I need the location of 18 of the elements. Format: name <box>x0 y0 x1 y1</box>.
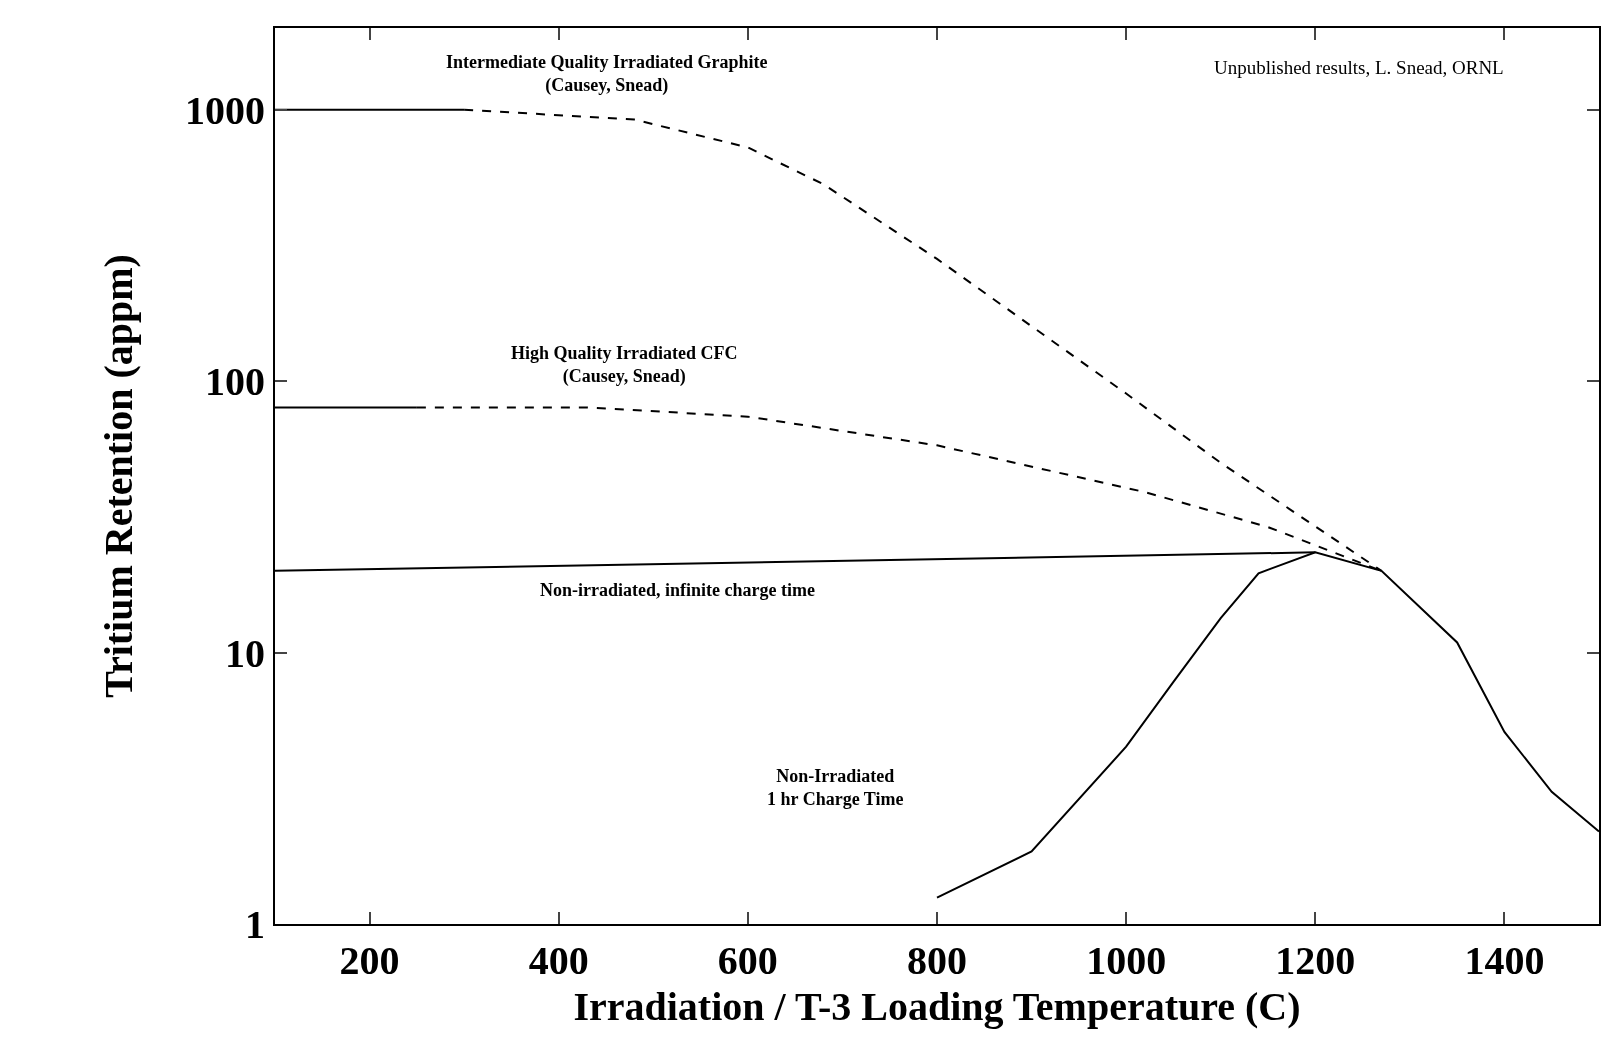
x-tick-label: 200 <box>339 938 400 983</box>
x-tick-label: 1400 <box>1464 938 1545 983</box>
y-tick-label: 1000 <box>185 87 265 133</box>
annotation: Intermediate Quality Irradiated Graphite (Causey, Snead) <box>446 52 768 97</box>
x-axis-title: Irradiation / T-3 Loading Temperature (C) <box>573 984 1301 1029</box>
y-tick-label: 100 <box>205 359 265 405</box>
x-tick-label: 1200 <box>1275 938 1356 983</box>
annotation: Non-Irradiated 1 hr Charge Time <box>767 766 904 810</box>
y-tick-label: 1 <box>245 902 265 947</box>
y-tick-label: 10 <box>225 630 265 676</box>
y-axis-title: Tritium Retention (appm) <box>96 254 141 698</box>
x-tick-label: 400 <box>528 938 589 983</box>
x-tick-label: 1000 <box>1086 938 1167 983</box>
x-tick-label: 800 <box>907 938 967 983</box>
annotation: Unpublished results, L. Snead, ORNL <box>1214 57 1504 78</box>
annotation: High Quality Irradiated CFC (Causey, Snead) <box>511 343 738 388</box>
annotation: Non-irradiated, infinite charge time <box>540 580 815 600</box>
x-tick-label: 600 <box>717 938 778 983</box>
